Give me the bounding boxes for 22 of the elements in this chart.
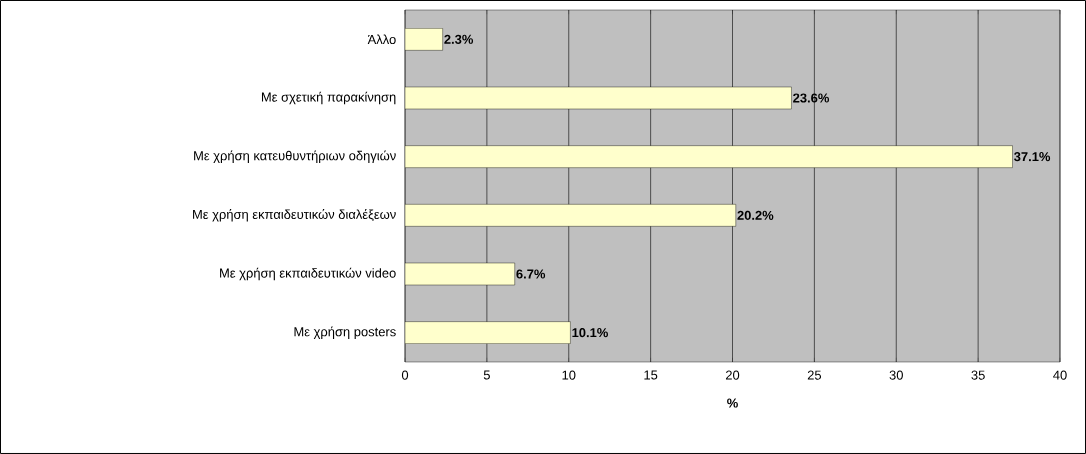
x-tick-label: 30: [889, 370, 903, 380]
x-tick-label: 20: [725, 370, 740, 380]
x-tick-label: 40: [1053, 370, 1067, 380]
x-axis-title: %: [727, 398, 738, 408]
data-label: 2.3%: [444, 34, 474, 44]
x-tick-label: 25: [807, 370, 822, 380]
x-tick-label: 35: [971, 370, 985, 380]
x-tick-label: 10: [562, 370, 576, 380]
data-label: 20.2%: [737, 210, 774, 220]
x-tick-label: 15: [644, 370, 658, 380]
data-label: 37.1%: [1014, 152, 1051, 162]
data-label: 23.6%: [793, 93, 830, 103]
y-tick-label: Με χρήση εκπαιδευτικών διαλέξεων: [193, 209, 396, 222]
data-label: 10.1%: [572, 328, 608, 338]
y-tick-label: Με χρήση κατευθυντήριων οδηγιών: [194, 150, 396, 163]
data-label: 6.7%: [516, 269, 546, 279]
y-tick-label: Με χρήση εκπαιδευτικών video: [220, 267, 396, 281]
x-tick-label: 5: [483, 370, 490, 380]
y-tick-label: Με χρήση posters: [294, 326, 396, 339]
y-tick-label: Άλλο: [367, 34, 396, 45]
x-tick-label: 0: [401, 370, 409, 380]
y-tick-label: Με σχετική παρακίνηση: [261, 91, 396, 105]
